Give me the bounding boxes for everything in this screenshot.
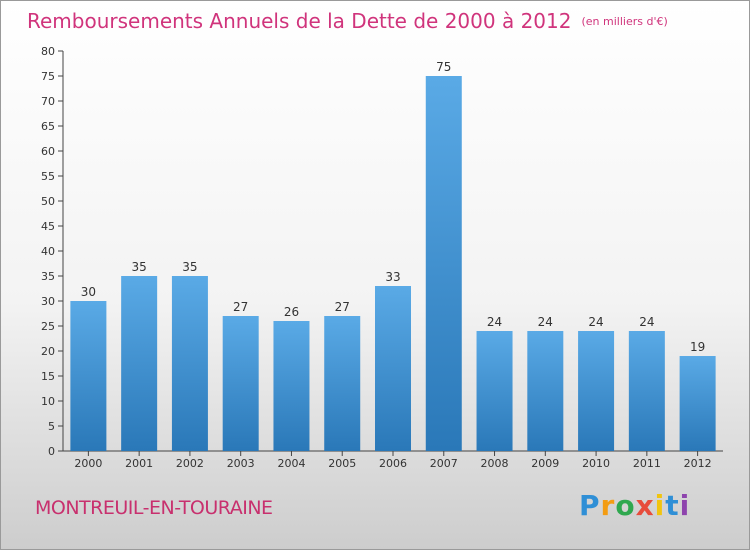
x-tick-label-2007: 2007: [430, 457, 458, 470]
bar-2006: [375, 286, 411, 451]
y-tick-label: 15: [41, 370, 55, 383]
x-tick-label-2006: 2006: [379, 457, 407, 470]
y-tick-label: 55: [41, 170, 55, 183]
x-tick-label-2012: 2012: [684, 457, 712, 470]
data-label-2011: 24: [639, 315, 654, 329]
data-label-2012: 19: [690, 340, 705, 354]
y-tick-label: 20: [41, 345, 55, 358]
data-label-2002: 35: [182, 260, 197, 274]
logo-letter: r: [600, 489, 616, 522]
x-tick-label-2008: 2008: [481, 457, 509, 470]
data-label-2009: 24: [538, 315, 553, 329]
data-label-2006: 33: [385, 270, 400, 284]
x-tick-label-2004: 2004: [277, 457, 305, 470]
y-tick-label: 10: [41, 395, 55, 408]
logo-letter: x: [635, 489, 655, 522]
y-tick-label: 5: [48, 420, 55, 433]
bar-2000: [70, 301, 107, 451]
y-tick-label: 40: [41, 245, 55, 258]
data-label-2007: 75: [436, 60, 451, 74]
x-tick-label-2003: 2003: [227, 457, 255, 470]
data-label-2008: 24: [487, 315, 502, 329]
data-label-2001: 35: [132, 260, 147, 274]
data-label-2004: 26: [284, 305, 299, 319]
commune-name: MONTREUIL-EN-TOURAINE: [35, 497, 273, 519]
bar-2008: [476, 331, 513, 451]
bar-2001: [121, 276, 158, 451]
bar-2012: [679, 356, 716, 451]
y-tick-label: 65: [41, 120, 55, 133]
x-tick-label-2000: 2000: [74, 457, 102, 470]
data-label-2005: 27: [335, 300, 350, 314]
y-tick-label: 35: [41, 270, 55, 283]
chart-unit: (en milliers d'€): [581, 15, 668, 28]
x-tick-label-2005: 2005: [328, 457, 356, 470]
y-tick-label: 45: [41, 220, 55, 233]
bars: [70, 76, 716, 451]
data-label-2000: 30: [81, 285, 96, 299]
y-tick-label: 70: [41, 95, 55, 108]
logo-letter: i: [654, 489, 666, 522]
bar-2005: [324, 316, 361, 451]
bar-2003: [222, 316, 259, 451]
x-tick-label-2009: 2009: [531, 457, 559, 470]
x-tick-label-2002: 2002: [176, 457, 204, 470]
data-label-2010: 24: [588, 315, 603, 329]
bar-2004: [273, 321, 310, 451]
y-tick-label: 25: [41, 320, 55, 333]
bar-2010: [578, 331, 615, 451]
y-tick-label: 0: [48, 445, 55, 458]
logo-letter: o: [615, 489, 636, 522]
bar-2011: [628, 331, 665, 451]
data-label-2003: 27: [233, 300, 248, 314]
chart-title-text: Remboursements Annuels de la Dette de 20…: [27, 9, 572, 33]
chart-title: Remboursements Annuels de la Dette de 20…: [27, 9, 668, 33]
x-tick-label-2001: 2001: [125, 457, 153, 470]
y-tick-label: 75: [41, 70, 55, 83]
logo-letter: i: [679, 489, 691, 522]
logo-letter: P: [579, 489, 601, 522]
bar-2009: [527, 331, 564, 451]
data-labels: 30 35 35 27 26 27 33 75 24 24 24 24 19: [81, 60, 706, 354]
proxiti-logo: Proxiti: [579, 489, 690, 522]
y-tick-label: 60: [41, 145, 55, 158]
y-tick-label: 30: [41, 295, 55, 308]
y-tick-label: 80: [41, 45, 55, 58]
logo-letter: t: [665, 489, 680, 522]
x-tick-label-2010: 2010: [582, 457, 610, 470]
x-tick-label-2011: 2011: [633, 457, 661, 470]
x-axis: 2000 2001 2002 2003 2004 2005 2006 2007 2008 2009…: [74, 451, 712, 470]
bar-2007: [425, 76, 462, 451]
y-axis: 0 5 10 15 20 25 30 35 40 45 50 55 60 65 70 75 80: [41, 45, 723, 458]
y-tick-label: 50: [41, 195, 55, 208]
bar-2002: [171, 276, 208, 451]
